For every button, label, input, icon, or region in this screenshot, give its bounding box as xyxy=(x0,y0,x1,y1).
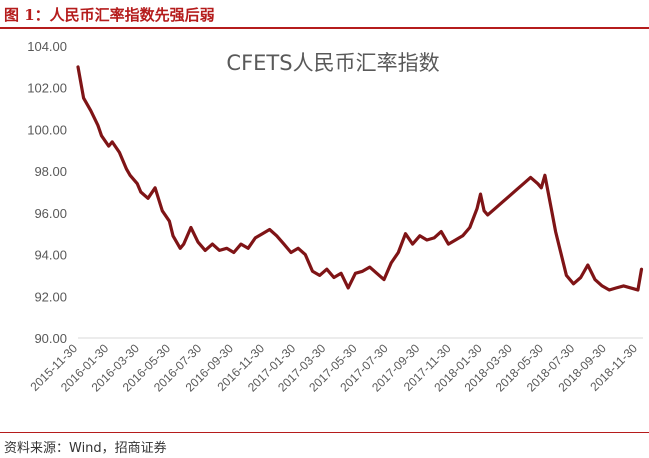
top-divider xyxy=(0,27,649,29)
y-tick-label: 102.00 xyxy=(27,81,67,96)
y-tick-label: 98.00 xyxy=(34,164,67,179)
y-axis: 104.00 102.00 100.00 98.00 96.00 94.00 92.00 90… xyxy=(27,39,67,346)
y-tick-label: 92.00 xyxy=(34,289,67,304)
bottom-divider xyxy=(0,432,649,433)
plot-area xyxy=(76,65,644,292)
y-tick-label: 94.00 xyxy=(34,248,67,263)
y-tick-label: 104.00 xyxy=(27,39,67,54)
y-tick-label: 90.00 xyxy=(34,331,67,346)
y-tick-label: 100.00 xyxy=(27,122,67,137)
series-line-0 xyxy=(76,65,644,292)
cfets-line-chart: 104.00 102.00 100.00 98.00 96.00 94.00 92.00 90… xyxy=(27,39,644,395)
y-tick-label: 96.00 xyxy=(34,206,67,221)
x-axis: 2015-11-302016-01-302016-03-302016-05-30… xyxy=(27,337,643,395)
figure-caption: 图 1：人民币汇率指数先强后弱 xyxy=(4,6,215,24)
source-note: 资料来源：Wind，招商证券 xyxy=(4,441,167,456)
chart-title: CFETS人民币汇率指数 xyxy=(226,51,439,75)
